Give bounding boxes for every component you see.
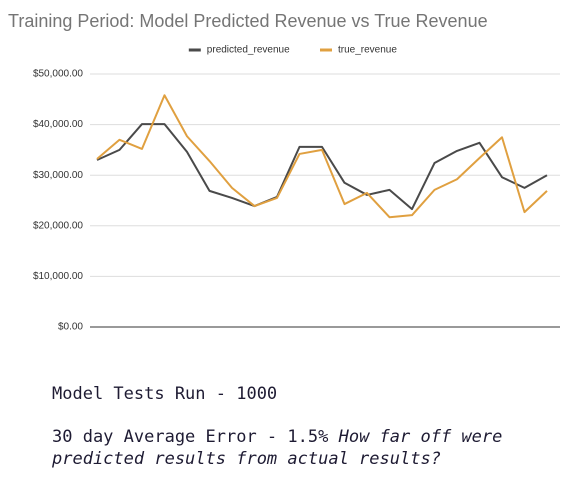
series-line — [96, 123, 548, 211]
chart-title: Training Period: Model Predicted Revenue… — [8, 11, 488, 31]
legend-label: true_revenue — [338, 45, 397, 56]
chart: Training Period: Model Predicted Revenue… — [8, 11, 560, 333]
legend-label: predicted_revenue — [207, 45, 290, 56]
error-description: How far off were predicted results from … — [52, 427, 503, 469]
y-tick-label: $20,000.00 — [33, 220, 83, 231]
y-tick-label: $10,000.00 — [33, 271, 83, 282]
y-tick-label: $40,000.00 — [33, 119, 83, 130]
tests-run: Model Tests Run - 1000 — [52, 384, 278, 404]
y-tick-label: $30,000.00 — [33, 170, 83, 181]
series-line — [96, 94, 548, 219]
y-tick-label: $0.00 — [58, 322, 83, 333]
y-tick-label: $50,000.00 — [33, 69, 83, 80]
error: 30 day Average Error - 1.5% — [52, 427, 329, 447]
error-note: 30 day Average Error - 1.5% How far off … — [52, 426, 542, 470]
